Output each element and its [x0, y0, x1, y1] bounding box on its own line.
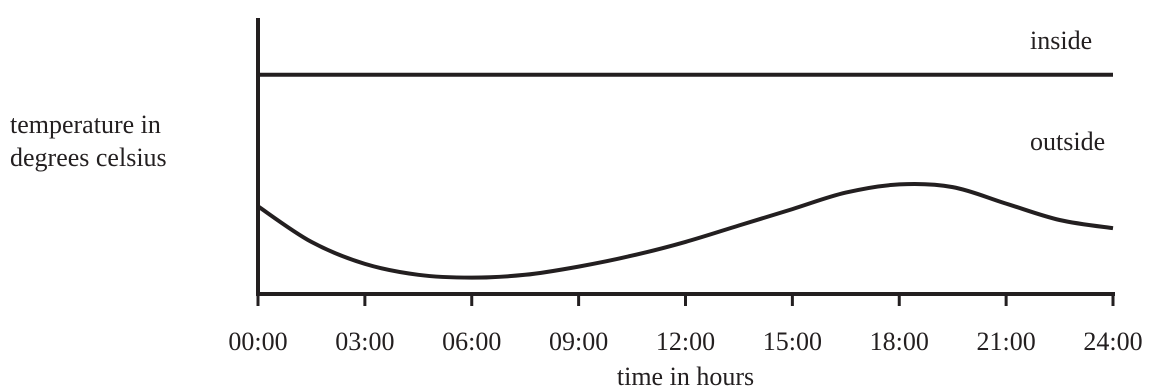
y-axis-label-line-2: degrees celsius [10, 143, 167, 172]
y-axis-label: temperature in degrees celsius [10, 108, 167, 174]
axes [256, 18, 1115, 296]
x-axis-label: time in hours [617, 362, 754, 390]
y-axis-label-line-1: temperature in [10, 110, 161, 139]
x-tick-label: 15:00 [763, 327, 822, 356]
x-tick-label: 24:00 [1083, 327, 1142, 356]
x-ticks: 00:00 03:00 06:00 09:00 12:00 15:00 18:00 21:00… [228, 294, 1143, 356]
x-tick-label: 00:00 [228, 327, 287, 356]
series-line-outside [256, 181, 1114, 280]
x-tick-label: 21:00 [977, 327, 1036, 356]
x-tick-label: 12:00 [656, 327, 715, 356]
labels: time in hours inside outside [617, 26, 1105, 390]
x-tick-label: 09:00 [549, 327, 608, 356]
series-lines [256, 72, 1114, 280]
x-tick-label: 18:00 [870, 327, 929, 356]
x-tick-label: 06:00 [442, 327, 501, 356]
series-label-outside: outside [1030, 127, 1105, 156]
series-label-inside: inside [1030, 26, 1092, 55]
x-tick-label: 03:00 [335, 327, 394, 356]
